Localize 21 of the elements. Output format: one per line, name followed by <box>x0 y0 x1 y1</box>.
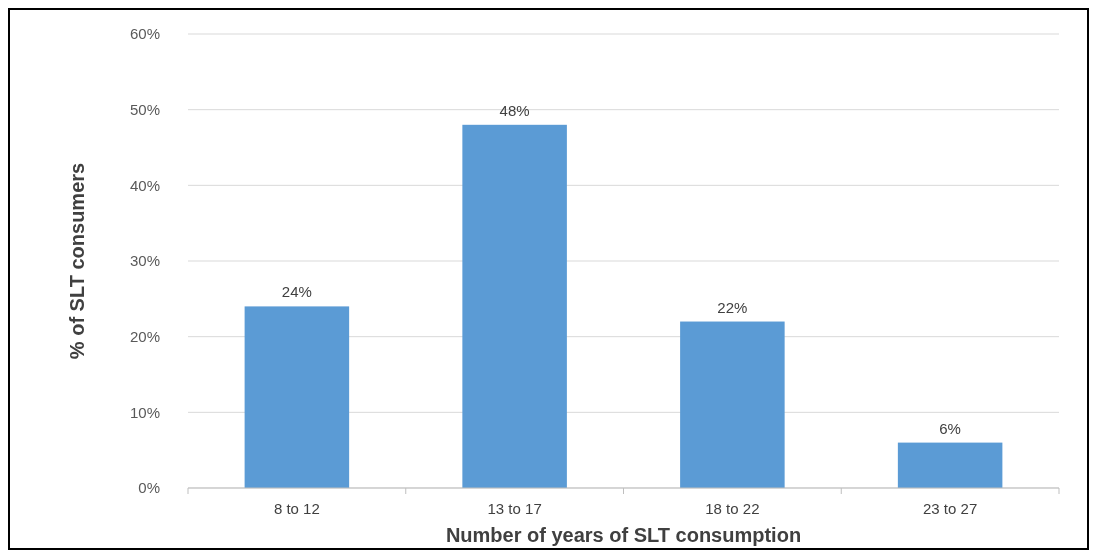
y-axis-title: % of SLT consumers <box>66 162 88 360</box>
bar <box>897 442 1003 488</box>
x-tick-label: 23 to 27 <box>923 500 978 517</box>
y-tick-label: 0% <box>138 479 160 497</box>
data-label: 22% <box>717 298 748 316</box>
y-tick-label: 30% <box>129 252 160 270</box>
x-tick-label: 18 to 22 <box>705 500 760 517</box>
y-tick-label: 40% <box>129 176 160 194</box>
y-tick-label: 20% <box>129 327 160 345</box>
bar <box>244 306 350 488</box>
bar <box>462 124 567 488</box>
x-axis-title: Number of years of SLT consumption <box>445 524 802 546</box>
x-tick-label: 8 to 12 <box>273 500 320 517</box>
data-label: 24% <box>281 283 312 301</box>
bar <box>680 321 785 488</box>
data-label: 6% <box>939 419 961 437</box>
y-tick-label: 50% <box>129 100 160 118</box>
x-tick-label: 13 to 17 <box>487 500 542 517</box>
y-tick-label: 60% <box>129 25 160 43</box>
y-tick-label: 10% <box>129 403 160 421</box>
data-label: 48% <box>499 101 530 119</box>
